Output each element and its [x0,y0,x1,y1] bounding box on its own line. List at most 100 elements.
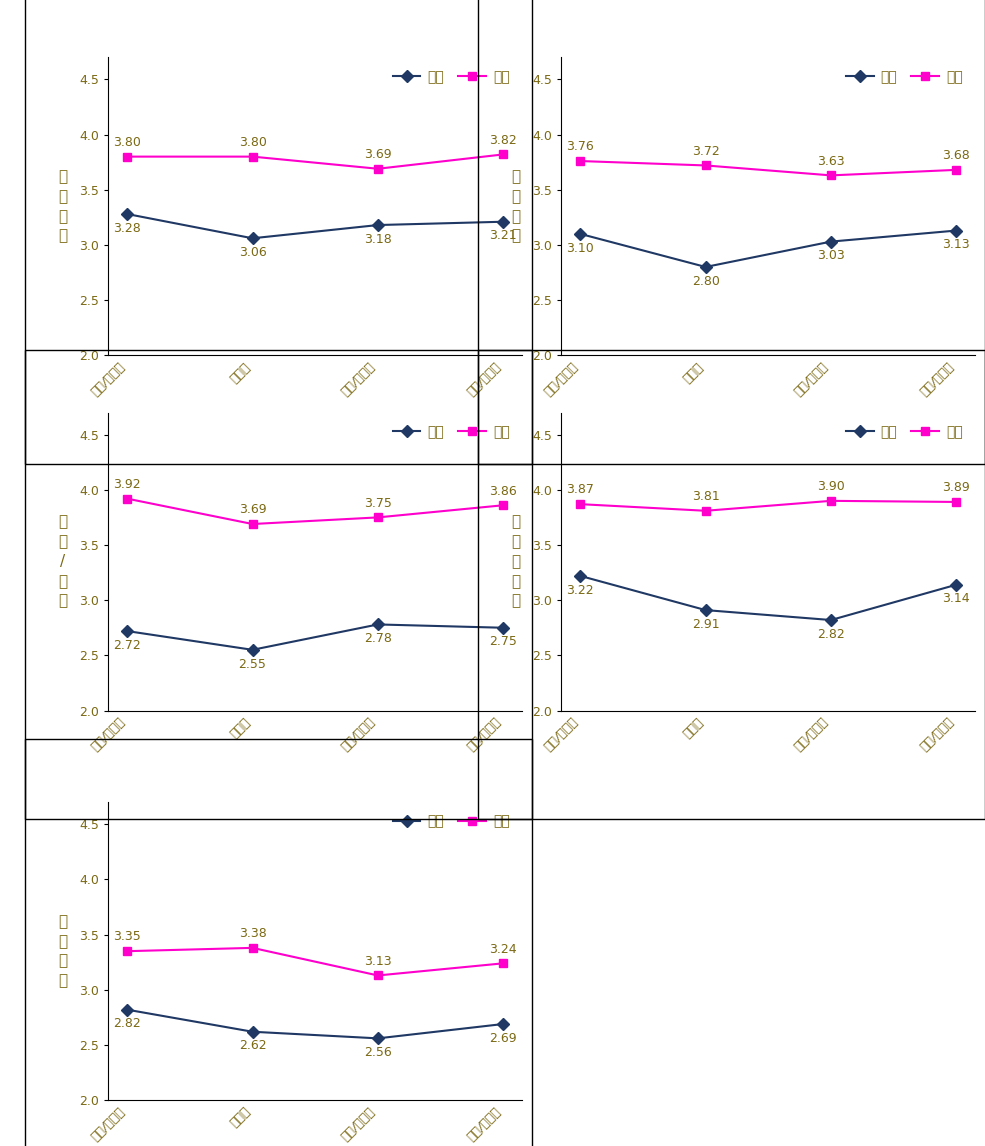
남자 [246,231,258,245]
여자 [246,150,258,164]
여자 [951,163,962,176]
Text: 3.10: 3.10 [566,242,594,254]
Text: 3.76: 3.76 [566,140,594,154]
여자 [372,510,384,524]
여자 [121,944,133,958]
여자 [951,495,962,509]
남자 [497,214,509,228]
Text: 2.56: 2.56 [364,1046,392,1059]
남자 [497,1018,509,1031]
Y-axis label: 제
도
/
정
책: 제 도 / 정 책 [58,515,67,609]
Text: 2.78: 2.78 [363,633,392,645]
Text: 3.86: 3.86 [490,485,517,497]
남자 [699,603,711,617]
남자 [951,578,962,591]
Text: 3.92: 3.92 [113,478,141,490]
Text: 3.06: 3.06 [238,246,266,259]
Legend: 남자, 여자: 남자, 여자 [387,809,515,834]
남자 [246,643,258,657]
남자 [246,1025,258,1038]
Text: 3.81: 3.81 [691,490,719,503]
Text: 3.38: 3.38 [238,927,266,940]
Text: 3.90: 3.90 [818,480,845,493]
남자 [121,1003,133,1017]
여자 [825,494,837,508]
Y-axis label: 섹
슈
얼
리
티: 섹 슈 얼 리 티 [511,515,520,609]
Text: 3.75: 3.75 [363,496,392,510]
Text: 3.24: 3.24 [490,943,517,956]
여자 [121,492,133,505]
Line: 여자: 여자 [123,943,507,980]
Y-axis label: 사
회
문
화: 사 회 문 화 [58,915,67,988]
Text: 3.21: 3.21 [490,229,517,243]
Text: 3.82: 3.82 [490,134,517,147]
Text: 2.62: 2.62 [238,1039,266,1052]
Text: 2.69: 2.69 [490,1031,517,1045]
여자 [121,150,133,164]
Line: 남자: 남자 [576,572,960,625]
여자 [497,499,509,512]
남자 [372,618,384,631]
Text: 3.35: 3.35 [113,931,141,943]
Line: 남자: 남자 [123,210,507,243]
여자 [825,168,837,182]
남자 [825,235,837,249]
남자 [121,625,133,638]
Text: 3.68: 3.68 [943,149,970,162]
Text: 3.14: 3.14 [943,592,970,605]
여자 [246,517,258,531]
Legend: 남자, 여자: 남자, 여자 [840,419,968,445]
Text: 3.03: 3.03 [818,250,845,262]
Text: 3.69: 3.69 [364,148,392,162]
여자 [574,155,586,168]
남자 [372,218,384,231]
남자 [121,207,133,221]
Text: 3.13: 3.13 [364,955,392,967]
Text: 2.80: 2.80 [691,275,720,288]
Text: 3.69: 3.69 [238,503,266,517]
여자 [372,968,384,982]
Text: 3.63: 3.63 [818,155,845,167]
남자 [825,613,837,627]
Line: 여자: 여자 [123,150,507,173]
Text: 3.22: 3.22 [566,583,594,597]
남자 [574,570,586,583]
남자 [497,621,509,635]
Line: 남자: 남자 [123,620,507,654]
Line: 남자: 남자 [123,1005,507,1043]
여자 [497,148,509,162]
Text: 2.91: 2.91 [691,618,719,630]
Text: 2.82: 2.82 [113,1018,141,1030]
Text: 2.55: 2.55 [238,658,267,670]
Line: 여자: 여자 [576,496,960,515]
남자 [372,1031,384,1045]
Legend: 남자, 여자: 남자, 여자 [840,64,968,89]
여자 [246,941,258,955]
Text: 3.72: 3.72 [691,144,719,158]
Legend: 남자, 여자: 남자, 여자 [387,419,515,445]
Text: 3.89: 3.89 [943,481,970,494]
남자 [574,227,586,241]
여자 [372,162,384,175]
여자 [497,957,509,971]
Text: 2.82: 2.82 [818,628,845,641]
여자 [699,158,711,172]
Line: 여자: 여자 [576,157,960,180]
여자 [699,504,711,518]
남자 [699,260,711,274]
Text: 2.75: 2.75 [490,636,517,649]
Text: 3.18: 3.18 [364,233,392,245]
Text: 3.13: 3.13 [943,238,970,251]
Text: 3.80: 3.80 [113,136,141,149]
Legend: 남자, 여자: 남자, 여자 [387,64,515,89]
남자 [951,223,962,237]
Text: 2.72: 2.72 [113,638,141,652]
Y-axis label: 가
정
생
활: 가 정 생 활 [58,170,67,243]
Line: 여자: 여자 [123,494,507,528]
Text: 3.80: 3.80 [238,136,267,149]
Text: 3.87: 3.87 [566,484,594,496]
Y-axis label: 직
장
생
활: 직 장 생 활 [511,170,520,243]
Line: 남자: 남자 [576,227,960,272]
여자 [574,497,586,511]
Text: 3.28: 3.28 [113,221,141,235]
